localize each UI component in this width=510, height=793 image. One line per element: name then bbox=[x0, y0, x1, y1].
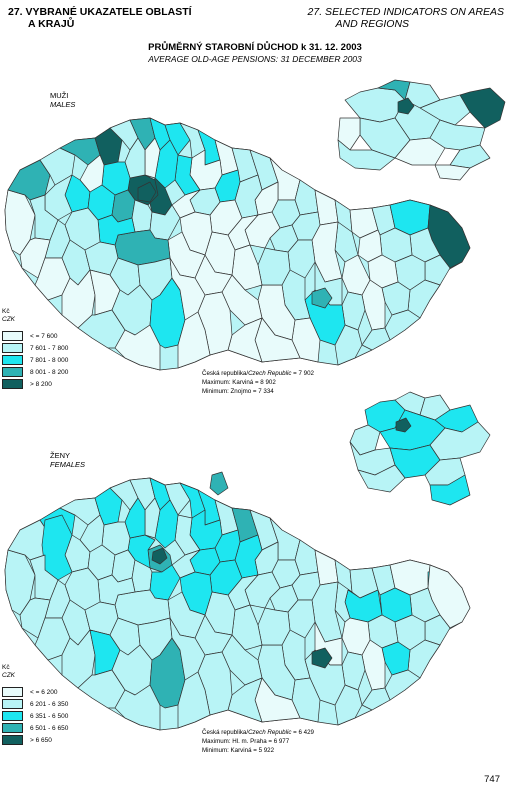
males-stats: Česká republika/Czech Republic = 7 902 M… bbox=[202, 369, 314, 396]
females-legend-label: 6 201 - 6 350 bbox=[30, 700, 69, 708]
males-district bbox=[311, 287, 333, 309]
males-legend-item: < = 7 600 bbox=[2, 330, 68, 342]
males-stats-min: Minimum: Znojmo = 7 334 bbox=[202, 388, 274, 395]
females-legend-swatch bbox=[2, 699, 23, 709]
males-legend: Kč CZK < = 7 600 7 601 - 7 800 7 801 - 8… bbox=[2, 308, 68, 390]
females-district bbox=[177, 671, 211, 729]
females-inset-region bbox=[395, 417, 412, 433]
males-legend-label: 7 801 - 8 000 bbox=[30, 356, 69, 364]
females-stats-max: Maximum: Hl. m. Praha = 6 977 bbox=[202, 738, 290, 745]
males-inset-region bbox=[397, 97, 415, 115]
males-label-cz: MUŽI bbox=[50, 91, 69, 100]
males-inset-region bbox=[337, 117, 361, 151]
females-legend-label: 6 501 - 6 650 bbox=[30, 724, 69, 732]
males-inset-region bbox=[434, 164, 471, 181]
males-legend-item: 7 801 - 8 000 bbox=[2, 354, 68, 366]
males-legend-swatch bbox=[2, 379, 23, 389]
females-legend-item: < = 6 200 bbox=[2, 686, 68, 698]
males-inset-region bbox=[459, 87, 506, 129]
females-stats-cz: Česká republika/ bbox=[202, 729, 249, 736]
females-legend-item: 6 351 - 6 500 bbox=[2, 710, 68, 722]
females-legend: Kč CZK < = 6 200 6 201 - 6 350 6 351 - 6… bbox=[2, 664, 68, 746]
males-legend-label: > 8 200 bbox=[30, 380, 52, 388]
females-label: ŽENY FEMALES bbox=[50, 451, 85, 469]
females-district bbox=[334, 581, 353, 623]
males-legend-swatch bbox=[2, 355, 23, 365]
females-district bbox=[151, 547, 168, 565]
females-legend-label: 6 351 - 6 500 bbox=[30, 712, 69, 720]
females-district bbox=[164, 482, 191, 516]
females-legend-label: < = 6 200 bbox=[30, 688, 58, 696]
males-legend-swatch bbox=[2, 367, 23, 377]
females-district bbox=[311, 647, 333, 669]
males-map bbox=[4, 79, 506, 371]
females-stats-en: Czech Republic bbox=[248, 729, 292, 736]
females-inset-region bbox=[357, 464, 406, 493]
females-legend-swatch bbox=[2, 687, 23, 697]
males-legend-swatch bbox=[2, 331, 23, 341]
header-right-line2: AND REGIONS bbox=[335, 18, 410, 30]
header-left-line2: A KRAJŮ bbox=[28, 18, 75, 30]
females-label-en: FEMALES bbox=[50, 460, 86, 469]
map-title: PRŮMĚRNÝ STAROBNÍ DŮCHOD k 31. 12. 2003 bbox=[148, 42, 362, 53]
females-legend-swatch bbox=[2, 735, 23, 745]
females-district bbox=[111, 549, 136, 583]
males-legend-unit-cz: Kč bbox=[2, 308, 10, 315]
females-inset-region bbox=[429, 421, 491, 461]
females-stats-line1: Česká republika/Czech Republic = 6 429 bbox=[202, 728, 314, 737]
header-left-line1: 27. VYBRANÉ UKAZATELE OBLASTÍ bbox=[8, 6, 192, 18]
females-legend-item: 6 201 - 6 350 bbox=[2, 698, 68, 710]
males-inset-region bbox=[449, 144, 491, 169]
males-legend-item: 7 601 - 7 800 bbox=[2, 342, 68, 354]
females-legend-item: > 6 650 bbox=[2, 734, 68, 746]
males-legend-label: 8 001 - 8 200 bbox=[30, 368, 69, 376]
females-inset-region bbox=[429, 474, 471, 506]
males-legend-item: 8 001 - 8 200 bbox=[2, 366, 68, 378]
males-legend-item: > 8 200 bbox=[2, 378, 68, 390]
males-stats-cz: Česká republika/ bbox=[202, 370, 249, 377]
females-legend-unit-cz: Kč bbox=[2, 664, 10, 671]
males-label: MUŽI MALES bbox=[50, 91, 75, 109]
males-legend-label: < = 7 600 bbox=[30, 332, 58, 340]
females-district bbox=[341, 617, 371, 656]
females-stats-value: = 6 429 bbox=[291, 729, 314, 736]
males-legend-unit: Kč CZK bbox=[2, 308, 68, 324]
header-right: 27. SELECTED INDICATORS ON AREAS AND REG… bbox=[308, 6, 504, 30]
males-legend-label: 7 601 - 7 800 bbox=[30, 344, 69, 352]
females-legend-swatch bbox=[2, 723, 23, 733]
page-number: 747 bbox=[484, 774, 500, 785]
males-stats-max: Maximum: Karviná = 8 902 bbox=[202, 379, 276, 386]
females-stats-min: Minimum: Karviná = 5 922 bbox=[202, 747, 275, 754]
females-district bbox=[209, 471, 229, 496]
females-legend-item: 6 501 - 6 650 bbox=[2, 722, 68, 734]
males-stats-line1: Česká republika/Czech Republic = 7 902 bbox=[202, 369, 314, 378]
males-district bbox=[137, 181, 157, 203]
males-legend-swatch bbox=[2, 343, 23, 353]
map-subtitle: AVERAGE OLD-AGE PENSIONS: 31 DECEMBER 20… bbox=[148, 54, 362, 64]
header-left: 27. VYBRANÉ UKAZATELE OBLASTÍ A KRAJŮ bbox=[8, 6, 192, 30]
females-district bbox=[361, 687, 391, 711]
header-right-line1: 27. SELECTED INDICATORS ON AREAS bbox=[307, 6, 504, 18]
females-legend-label: > 6 650 bbox=[30, 736, 52, 744]
males-district bbox=[177, 311, 211, 369]
males-legend-unit-en: CZK bbox=[2, 316, 15, 323]
females-legend-unit: Kč CZK bbox=[2, 664, 68, 680]
males-stats-en: Czech Republic bbox=[248, 370, 292, 377]
females-district bbox=[19, 597, 51, 639]
males-district bbox=[361, 327, 391, 351]
males-label-en: MALES bbox=[50, 100, 76, 109]
males-inset-region bbox=[337, 139, 396, 171]
females-stats: Česká republika/Czech Republic = 6 429 M… bbox=[202, 728, 314, 755]
males-stats-value: = 7 902 bbox=[291, 370, 314, 377]
females-district bbox=[257, 607, 291, 646]
females-legend-swatch bbox=[2, 711, 23, 721]
males-district bbox=[19, 237, 51, 279]
males-district bbox=[164, 122, 191, 156]
females-legend-unit-en: CZK bbox=[2, 672, 15, 679]
females-label-cz: ŽENY bbox=[50, 451, 71, 460]
